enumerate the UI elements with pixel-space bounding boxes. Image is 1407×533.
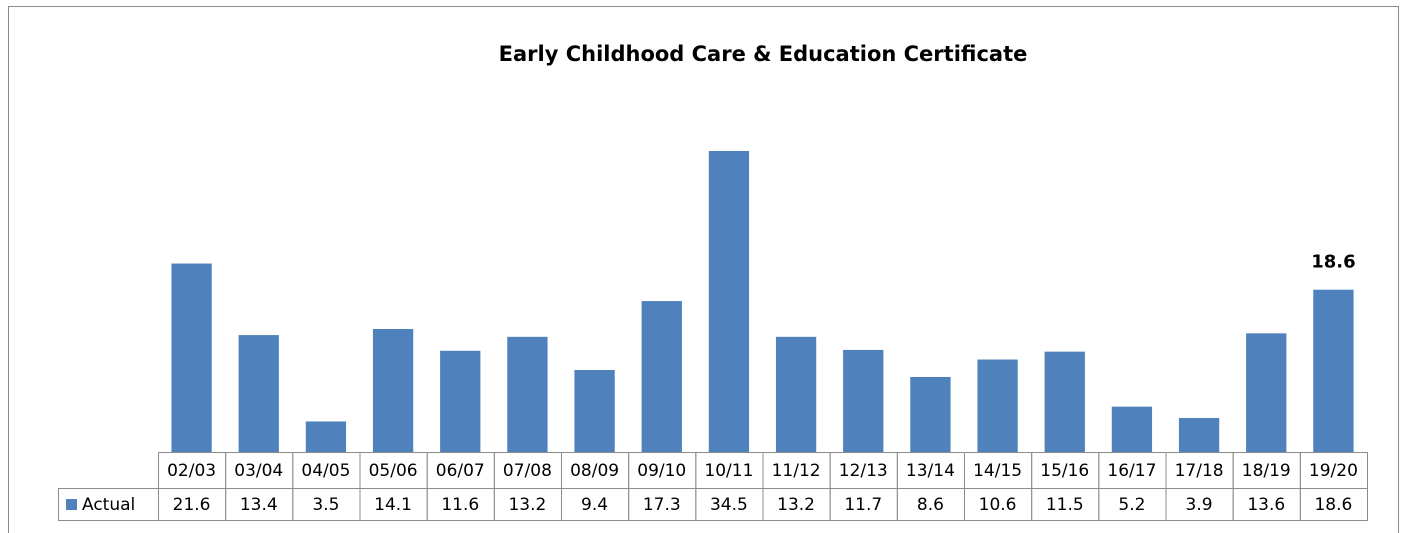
table-value: 17.3 bbox=[643, 495, 681, 515]
x-tick-label: 13/14 bbox=[906, 461, 955, 481]
chart-frame bbox=[8, 6, 1399, 533]
table-value: 5.2 bbox=[1118, 495, 1145, 515]
x-tick-label: 12/13 bbox=[839, 461, 888, 481]
table-value: 10.6 bbox=[979, 495, 1017, 515]
table-value: 11.7 bbox=[844, 495, 882, 515]
table-value: 11.5 bbox=[1046, 495, 1084, 515]
bar bbox=[1044, 351, 1085, 452]
table-value: 8.6 bbox=[917, 495, 944, 515]
data-label: 18.6 bbox=[1311, 252, 1355, 273]
x-tick-label: 11/12 bbox=[772, 461, 821, 481]
bar bbox=[641, 301, 682, 452]
table-value: 34.5 bbox=[710, 495, 748, 515]
x-tick-label: 03/04 bbox=[234, 461, 283, 481]
x-tick-label: 16/17 bbox=[1107, 461, 1156, 481]
table-value: 13.6 bbox=[1247, 495, 1285, 515]
table-value: 3.9 bbox=[1186, 495, 1213, 515]
table-value: 21.6 bbox=[173, 495, 211, 515]
table-value: 9.4 bbox=[581, 495, 608, 515]
table-value: 11.6 bbox=[441, 495, 479, 515]
table-value: 18.6 bbox=[1314, 495, 1352, 515]
table-cell bbox=[1299, 488, 1369, 521]
bar bbox=[1313, 289, 1354, 452]
bar bbox=[171, 263, 212, 452]
x-tick-label: 09/10 bbox=[637, 461, 686, 481]
legend-swatch bbox=[66, 499, 77, 510]
bar bbox=[372, 328, 414, 452]
bar bbox=[507, 336, 548, 452]
bar bbox=[305, 421, 347, 452]
x-tick-label: 18/19 bbox=[1242, 461, 1291, 481]
x-tick-label: 14/15 bbox=[973, 461, 1022, 481]
chart-title: Early Childhood Care & Education Certifi… bbox=[499, 42, 1028, 66]
x-tick-label: 08/09 bbox=[570, 461, 619, 481]
legend-label: Actual bbox=[82, 495, 135, 515]
x-tick-label: 07/08 bbox=[503, 461, 552, 481]
x-tick-label: 02/03 bbox=[167, 461, 216, 481]
bar bbox=[440, 350, 481, 452]
table-value: 13.4 bbox=[240, 495, 278, 515]
x-tick-label: 10/11 bbox=[704, 461, 753, 481]
table-value: 13.2 bbox=[508, 495, 546, 515]
table-value: 13.2 bbox=[777, 495, 815, 515]
bar bbox=[708, 150, 750, 453]
x-tick-label: 06/07 bbox=[436, 461, 485, 481]
bar bbox=[910, 376, 951, 452]
bar bbox=[574, 369, 615, 452]
bar bbox=[1178, 417, 1220, 452]
table-value: 3.5 bbox=[312, 495, 339, 515]
bar bbox=[843, 349, 884, 452]
bar bbox=[775, 336, 817, 452]
x-tick-label: 04/05 bbox=[301, 461, 350, 481]
bar bbox=[977, 359, 1018, 452]
x-tick-label: 15/16 bbox=[1040, 461, 1089, 481]
bar bbox=[1246, 333, 1287, 452]
x-tick-label: 05/06 bbox=[369, 461, 418, 481]
bar bbox=[238, 335, 279, 452]
bar bbox=[1111, 406, 1153, 452]
table-value: 14.1 bbox=[374, 495, 412, 515]
x-tick-label: 17/18 bbox=[1175, 461, 1224, 481]
x-tick-label: 19/20 bbox=[1309, 461, 1358, 481]
